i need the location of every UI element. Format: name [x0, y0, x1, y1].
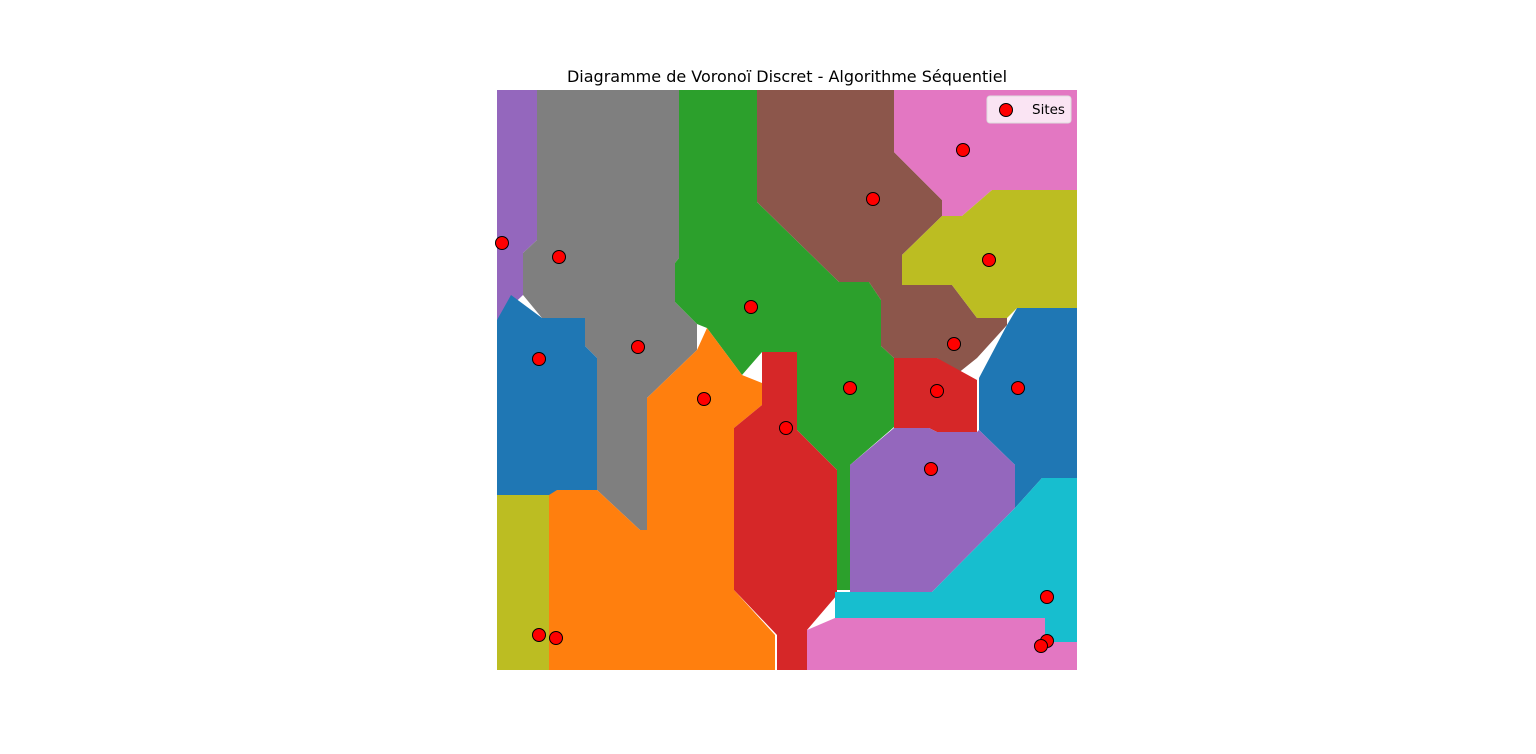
site-marker-5	[744, 300, 758, 314]
site-marker-12	[1011, 381, 1025, 395]
region-blue-left	[497, 295, 597, 495]
region-pink-bottom	[807, 618, 1077, 670]
site-marker-7	[956, 143, 970, 157]
site-marker-11	[930, 384, 944, 398]
region-cyan	[835, 478, 1077, 642]
sites-layer	[495, 143, 1054, 653]
site-marker-20	[549, 631, 563, 645]
legend-label-sites: Sites	[1032, 102, 1065, 118]
region-gray	[523, 90, 697, 530]
site-marker-2	[552, 250, 566, 264]
site-marker-3	[631, 340, 645, 354]
chart-title: Diagramme de Voronoï Discret - Algorithm…	[567, 67, 1007, 86]
legend-site-marker	[999, 103, 1013, 117]
region-red-center	[734, 352, 837, 670]
site-marker-15	[924, 462, 938, 476]
region-green-upper	[675, 90, 894, 590]
site-marker-1	[495, 236, 509, 250]
legend: Sites	[986, 95, 1072, 124]
site-marker-19	[532, 628, 546, 642]
site-marker-18	[1034, 639, 1048, 653]
site-marker-6	[866, 192, 880, 206]
voronoi-regions	[497, 90, 1077, 670]
site-marker-13	[697, 392, 711, 406]
region-brown	[757, 90, 1007, 374]
site-marker-4	[532, 352, 546, 366]
site-marker-9	[947, 337, 961, 351]
region-olive-bottom-left	[497, 495, 549, 670]
region-purple-top-left	[497, 90, 537, 320]
region-orange	[549, 328, 775, 670]
region-blue-right	[979, 308, 1077, 508]
site-marker-10	[843, 381, 857, 395]
site-marker-16	[1040, 590, 1054, 604]
site-marker-8	[982, 253, 996, 267]
site-marker-14	[779, 421, 793, 435]
voronoi-plot-area	[495, 90, 1077, 670]
region-purple-center	[850, 428, 1015, 592]
